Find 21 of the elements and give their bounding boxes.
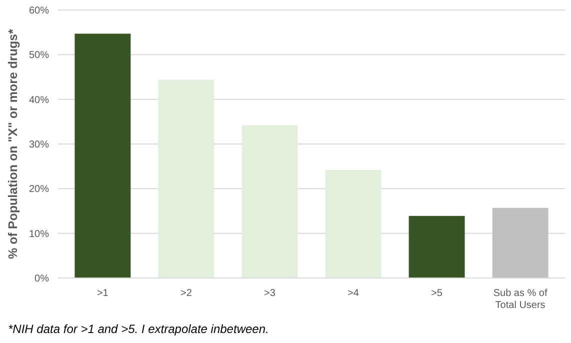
y-tick-label: 50% [28,50,50,62]
bar [408,216,465,278]
x-tick-label: >2 [180,288,192,299]
x-tick-label: Sub as % of Total Users [493,288,548,311]
bar [492,208,548,278]
y-tick-label: 0% [34,274,50,284]
bar [74,34,131,278]
y-axis-title: % of Population on "X" or more drugs* [6,28,20,259]
x-tick-label: >1 [96,288,109,299]
bar [158,80,214,278]
bar [242,125,298,278]
y-tick-label: 60% [28,6,50,16]
y-tick-label: 40% [28,94,50,106]
bar [325,170,382,278]
y-tick-label: 20% [28,184,50,196]
x-tick-label: >5 [431,288,443,299]
y-tick-label: 10% [28,228,50,240]
text: *NIH data for >1 and >5. I extrapolate inbetween. [8,322,269,336]
y-tick-label: 30% [28,140,50,150]
x-tick-label: >3 [264,288,276,299]
x-tick-label: >4 [348,288,360,299]
